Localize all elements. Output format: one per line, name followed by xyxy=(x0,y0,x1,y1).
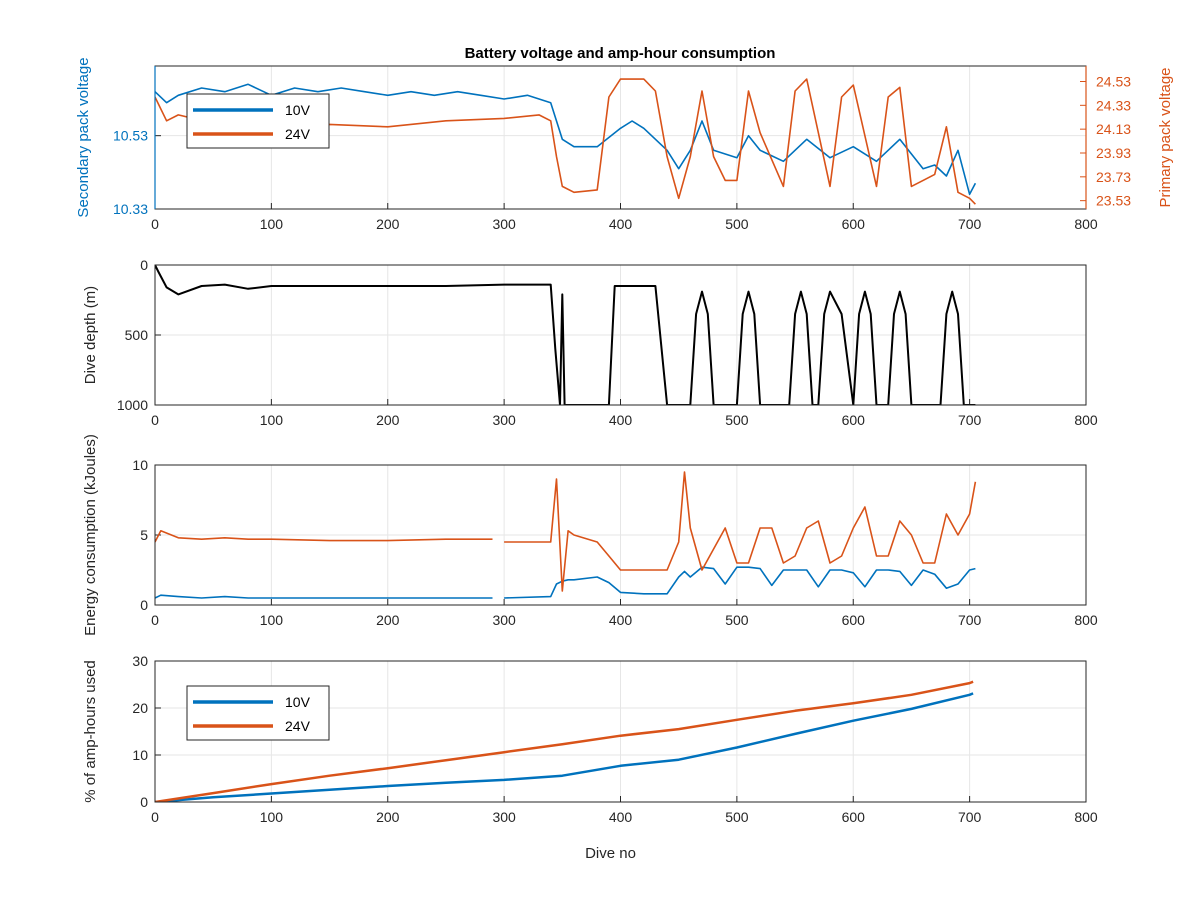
legend-label-10v: 10V xyxy=(285,694,311,710)
x-tick-label: 100 xyxy=(260,612,284,628)
x-tick-label: 500 xyxy=(725,216,749,232)
series-line-10v xyxy=(155,692,974,802)
legend: 10V 24V xyxy=(186,93,330,149)
y-axis-label: Energy consumption (kJoules) xyxy=(82,434,99,636)
legend-label-24v: 24V xyxy=(285,126,311,142)
y-tick-label: 0 xyxy=(140,794,148,810)
series-group xyxy=(155,680,974,802)
figure-title: Battery voltage and amp-hour consumption xyxy=(465,45,776,62)
series-line-24v xyxy=(155,78,976,205)
series-line-24v xyxy=(155,680,974,802)
y-tick-label: 10.33 xyxy=(113,201,148,217)
legend-label-24v: 24V xyxy=(285,718,311,734)
x-tick-label: 700 xyxy=(958,809,982,825)
x-tick-label: 200 xyxy=(376,216,400,232)
x-tick-label: 0 xyxy=(151,216,159,232)
y-right-tick-label: 24.13 xyxy=(1096,121,1131,137)
x-tick-label: 800 xyxy=(1074,412,1098,428)
x-tick-label: 300 xyxy=(492,612,516,628)
x-tick-label: 300 xyxy=(492,809,516,825)
x-tick-label: 300 xyxy=(492,412,516,428)
y-tick-label: 1000 xyxy=(117,397,148,413)
legend-label-10v: 10V xyxy=(285,102,311,118)
x-tick-label: 800 xyxy=(1074,809,1098,825)
series-line-24v xyxy=(155,471,977,592)
x-tick-label: 500 xyxy=(725,612,749,628)
legend: 10V 24V xyxy=(186,685,330,741)
y-tick-label: 500 xyxy=(125,327,149,343)
x-tick-label: 200 xyxy=(376,809,400,825)
y-right-tick-label: 24.33 xyxy=(1096,97,1131,113)
x-tick-label: 700 xyxy=(958,412,982,428)
x-tick-label: 100 xyxy=(260,809,284,825)
y-tick-label: 5 xyxy=(140,527,148,543)
x-tick-label: 800 xyxy=(1074,216,1098,232)
y-tick-label: 20 xyxy=(132,700,148,716)
x-tick-label: 600 xyxy=(842,612,866,628)
x-tick-label: 400 xyxy=(609,412,633,428)
y-tick-label: 10 xyxy=(132,457,148,473)
y-right-tick-label: 23.53 xyxy=(1096,193,1131,209)
y-tick-label: 0 xyxy=(140,257,148,273)
axes-frame xyxy=(154,660,1087,803)
x-tick-label: 700 xyxy=(958,612,982,628)
x-tick-label: 100 xyxy=(260,216,284,232)
x-tick-label: 0 xyxy=(151,809,159,825)
series-group xyxy=(155,78,977,205)
subplot-3: 0 100 200 300 400 500 600 700 800 0 5 10 Energy cons… xyxy=(82,434,1098,636)
y-tick-label: 30 xyxy=(132,653,148,669)
y-axis-label: Secondary pack voltage xyxy=(75,57,92,217)
y-right-axis-label: Primary pack voltage xyxy=(1157,67,1174,207)
subplots: 0 100 200 300 400 500 600 700 80010.3310.5323.53… xyxy=(75,57,1174,862)
x-tick-label: 400 xyxy=(609,612,633,628)
y-tick-label: 10 xyxy=(132,747,148,763)
series-line-10v xyxy=(155,83,977,196)
series-line-10v xyxy=(155,566,976,599)
series-group xyxy=(155,471,977,599)
y-right-tick-label: 23.93 xyxy=(1096,145,1131,161)
y-tick-label: 0 xyxy=(140,597,148,613)
subplot-4: 0 100 200 300 400 500 600 700 800 0 10 20 30 % of amp… xyxy=(82,653,1098,862)
x-tick-label: 600 xyxy=(842,216,866,232)
subplot-2: 0 100 200 300 400 500 600 700 800 0 500 1000 Dive de… xyxy=(82,257,1098,428)
x-tick-label: 0 xyxy=(151,612,159,628)
legend-box xyxy=(186,93,330,149)
y-right-tick-label: 24.53 xyxy=(1096,73,1131,89)
x-tick-label: 800 xyxy=(1074,612,1098,628)
legend-box xyxy=(186,685,330,741)
x-axis-label: Dive no xyxy=(585,845,636,862)
subplot-1: 0 100 200 300 400 500 600 700 800 10.33 10.53 23.53… xyxy=(75,57,1174,232)
x-tick-label: 700 xyxy=(958,216,982,232)
x-tick-label: 200 xyxy=(376,412,400,428)
y-axis-label: Dive depth (m) xyxy=(82,286,99,384)
axes-frame xyxy=(154,464,1087,606)
y-axis-label: % of amp-hours used xyxy=(82,660,99,803)
axes-frame xyxy=(154,264,1087,406)
x-tick-label: 400 xyxy=(609,216,633,232)
series-group xyxy=(155,265,976,405)
x-tick-label: 500 xyxy=(725,412,749,428)
x-tick-label: 200 xyxy=(376,612,400,628)
y-tick-label: 10.53 xyxy=(113,128,148,144)
series-line-depth xyxy=(155,265,976,405)
y-right-tick-label: 23.73 xyxy=(1096,169,1131,185)
x-tick-label: 100 xyxy=(260,412,284,428)
x-tick-label: 600 xyxy=(842,809,866,825)
x-tick-label: 400 xyxy=(609,809,633,825)
x-tick-label: 600 xyxy=(842,412,866,428)
x-tick-label: 0 xyxy=(151,412,159,428)
x-tick-label: 500 xyxy=(725,809,749,825)
x-tick-label: 300 xyxy=(492,216,516,232)
